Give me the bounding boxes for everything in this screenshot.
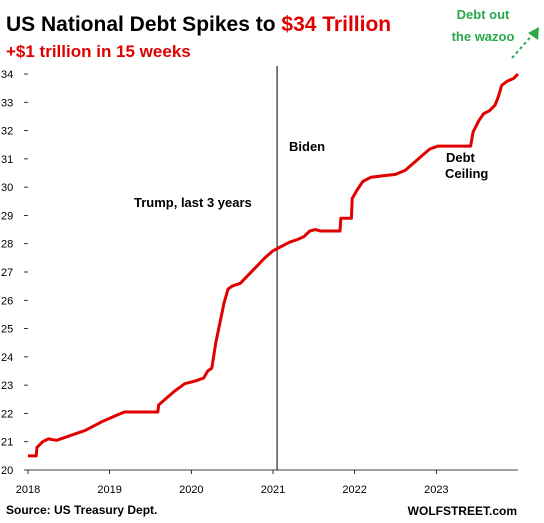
y-tick-label: 28 (1, 239, 13, 251)
wazoo-line2: the wazoo (452, 29, 515, 44)
series-group (28, 72, 520, 458)
y-tick-label: 29 (1, 210, 13, 222)
y-tick-label: 30 (1, 182, 13, 194)
y-tick-label: 23 (1, 380, 13, 392)
x-tick-label: 2022 (342, 484, 366, 496)
chart-title: US National Debt Spikes to $34 Trillion (6, 13, 391, 36)
wazoo-arrow (511, 27, 539, 59)
y-tick-label: 24 (1, 352, 13, 364)
y-tick-label: 25 (1, 324, 13, 336)
y-tick-label: 32 (1, 126, 13, 138)
x-axis: 2018 2019 2020 2021 2022 2023 (16, 469, 518, 496)
wazoo-line1: Debt out (457, 7, 510, 22)
x-tick-label: 2020 (179, 484, 203, 496)
x-tick-label: 2018 (16, 484, 40, 496)
source-note: Source: US Treasury Dept. (6, 503, 157, 517)
x-tick-label: 2021 (261, 484, 285, 496)
y-tick-label: 26 (1, 295, 13, 307)
y-tick-label: 33 (1, 97, 13, 109)
title-prefix: US National Debt Spikes to (6, 13, 281, 36)
y-axis: 20 21 22 23 24 25 26 27 28 29 30 31 32 33 34 (1, 69, 28, 477)
annotation-debt-ceiling-line1: Debt (446, 150, 476, 165)
y-tick-label: 22 (1, 408, 13, 420)
chart-subtitle: +$1 trillion in 15 weeks (6, 42, 191, 61)
annotation-trump: Trump, last 3 years (134, 195, 252, 210)
y-tick-label: 20 (1, 465, 13, 477)
title-highlight: $34 Trillion (281, 13, 391, 36)
x-tick-label: 2023 (424, 484, 448, 496)
y-tick-label: 31 (1, 154, 13, 166)
annotation-biden: Biden (289, 139, 325, 154)
y-tick-label: 34 (1, 69, 13, 81)
x-tick-label: 2019 (97, 484, 121, 496)
series-line-national-debt (28, 72, 520, 458)
y-tick-label: 27 (1, 267, 13, 279)
y-tick-label: 21 (1, 437, 13, 449)
brand-label: WOLFSTREET.com (408, 504, 517, 518)
annotation-debt-ceiling-line2: Ceiling (445, 166, 488, 181)
